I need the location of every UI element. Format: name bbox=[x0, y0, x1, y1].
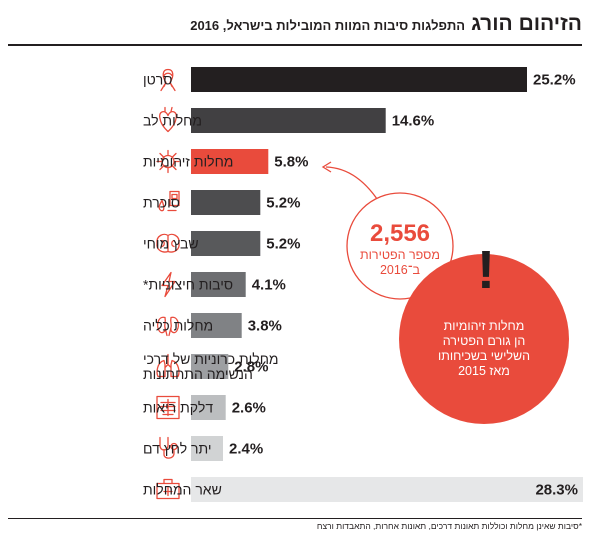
data-label: 2.6% bbox=[232, 400, 266, 417]
kidneys-icon bbox=[157, 316, 179, 337]
bar bbox=[191, 190, 261, 215]
annotation: 2,556 מספר הפטירות ב־2016 bbox=[321, 161, 454, 300]
category-label: סיבות חיצוניות* bbox=[143, 277, 233, 293]
data-label: 2.8% bbox=[234, 359, 268, 376]
bar bbox=[191, 108, 386, 133]
virus-icon bbox=[156, 149, 180, 174]
category-label: מחלות כליה bbox=[143, 318, 213, 334]
ribbon-icon bbox=[160, 68, 176, 92]
category-label: הנשימה התחתונות bbox=[143, 366, 253, 382]
category-label: מחלות לב bbox=[143, 113, 202, 129]
category-label: יתר לחץ דם bbox=[143, 441, 212, 457]
arrow-head-icon bbox=[321, 161, 332, 173]
chart-header: הזיהום הורג התפלגות סיבות המוות המובילות … bbox=[8, 12, 582, 42]
category-label: מחלות כרוניות של דרכי bbox=[143, 351, 279, 367]
data-label: 4.1% bbox=[252, 277, 286, 294]
lightning-icon bbox=[161, 271, 176, 298]
callout-circle bbox=[399, 254, 569, 424]
category-label: שבץ מוחי bbox=[143, 236, 199, 252]
chart-title: הזיהום הורג bbox=[471, 12, 582, 35]
annotation-number: 2,556 bbox=[370, 220, 430, 247]
bar bbox=[191, 231, 261, 256]
callout-line-2: הן גורם הפטירה bbox=[443, 334, 526, 348]
lungs-icon bbox=[156, 353, 180, 378]
category-label: דלקת ריאות bbox=[143, 400, 213, 416]
bar bbox=[191, 354, 229, 379]
callout-line-3: השלישי בשכיחותו bbox=[438, 349, 530, 363]
icons-layer bbox=[156, 68, 180, 500]
category-label: שאר המחלות bbox=[143, 482, 222, 498]
data-label: 25.2% bbox=[533, 72, 576, 89]
callout: ! מחלות זיהומיות הן גורם הפטירה השלישי ב… bbox=[399, 240, 569, 424]
exclamation-icon: ! bbox=[477, 240, 495, 300]
category-label: מחלות זיהומיות bbox=[143, 154, 233, 170]
top-rule bbox=[8, 44, 582, 46]
glucose-meter-icon bbox=[158, 190, 180, 212]
data-label: 5.2% bbox=[266, 195, 300, 212]
bar bbox=[191, 395, 226, 420]
bar bbox=[191, 477, 583, 502]
footnote: *סיבות שאינן מחלות וכוללות תאונות דרכים,… bbox=[316, 521, 582, 531]
data-label: 5.8% bbox=[274, 154, 308, 171]
bar bbox=[191, 149, 269, 174]
data-label: 5.2% bbox=[266, 236, 300, 253]
annotation-line-2: ב־2016 bbox=[380, 263, 421, 277]
bar bbox=[191, 272, 246, 297]
bar bbox=[191, 313, 242, 338]
category-label: סרטן bbox=[143, 72, 172, 88]
callout-line-4: מאז 2015 bbox=[458, 364, 510, 378]
data-label: 2.4% bbox=[229, 441, 263, 458]
bars-layer bbox=[191, 67, 583, 502]
chart-subtitle: התפלגות סיבות המוות המובילות בישראל, 201… bbox=[190, 18, 466, 33]
stethoscope-icon bbox=[159, 436, 178, 459]
bar bbox=[191, 436, 223, 461]
xray-icon bbox=[156, 395, 180, 420]
bar bbox=[191, 67, 527, 92]
data-label: 3.8% bbox=[248, 318, 282, 335]
callout-line-1: מחלות זיהומיות bbox=[444, 319, 525, 333]
data-label: 14.6% bbox=[392, 113, 435, 130]
medical-kit-icon bbox=[156, 478, 180, 500]
labels-layer: 25.2% סרטן 14.6% מחלות לב 5.8% מחלות זיהומיות… bbox=[143, 72, 578, 499]
annotation-line-1: מספר הפטירות bbox=[360, 248, 440, 262]
category-label: סוכרת bbox=[143, 195, 180, 211]
data-label: 28.3% bbox=[535, 482, 578, 499]
brain-icon bbox=[156, 233, 180, 253]
annotation-circle bbox=[346, 192, 454, 300]
heart-organ-icon bbox=[159, 106, 177, 133]
bottom-rule bbox=[8, 518, 582, 519]
